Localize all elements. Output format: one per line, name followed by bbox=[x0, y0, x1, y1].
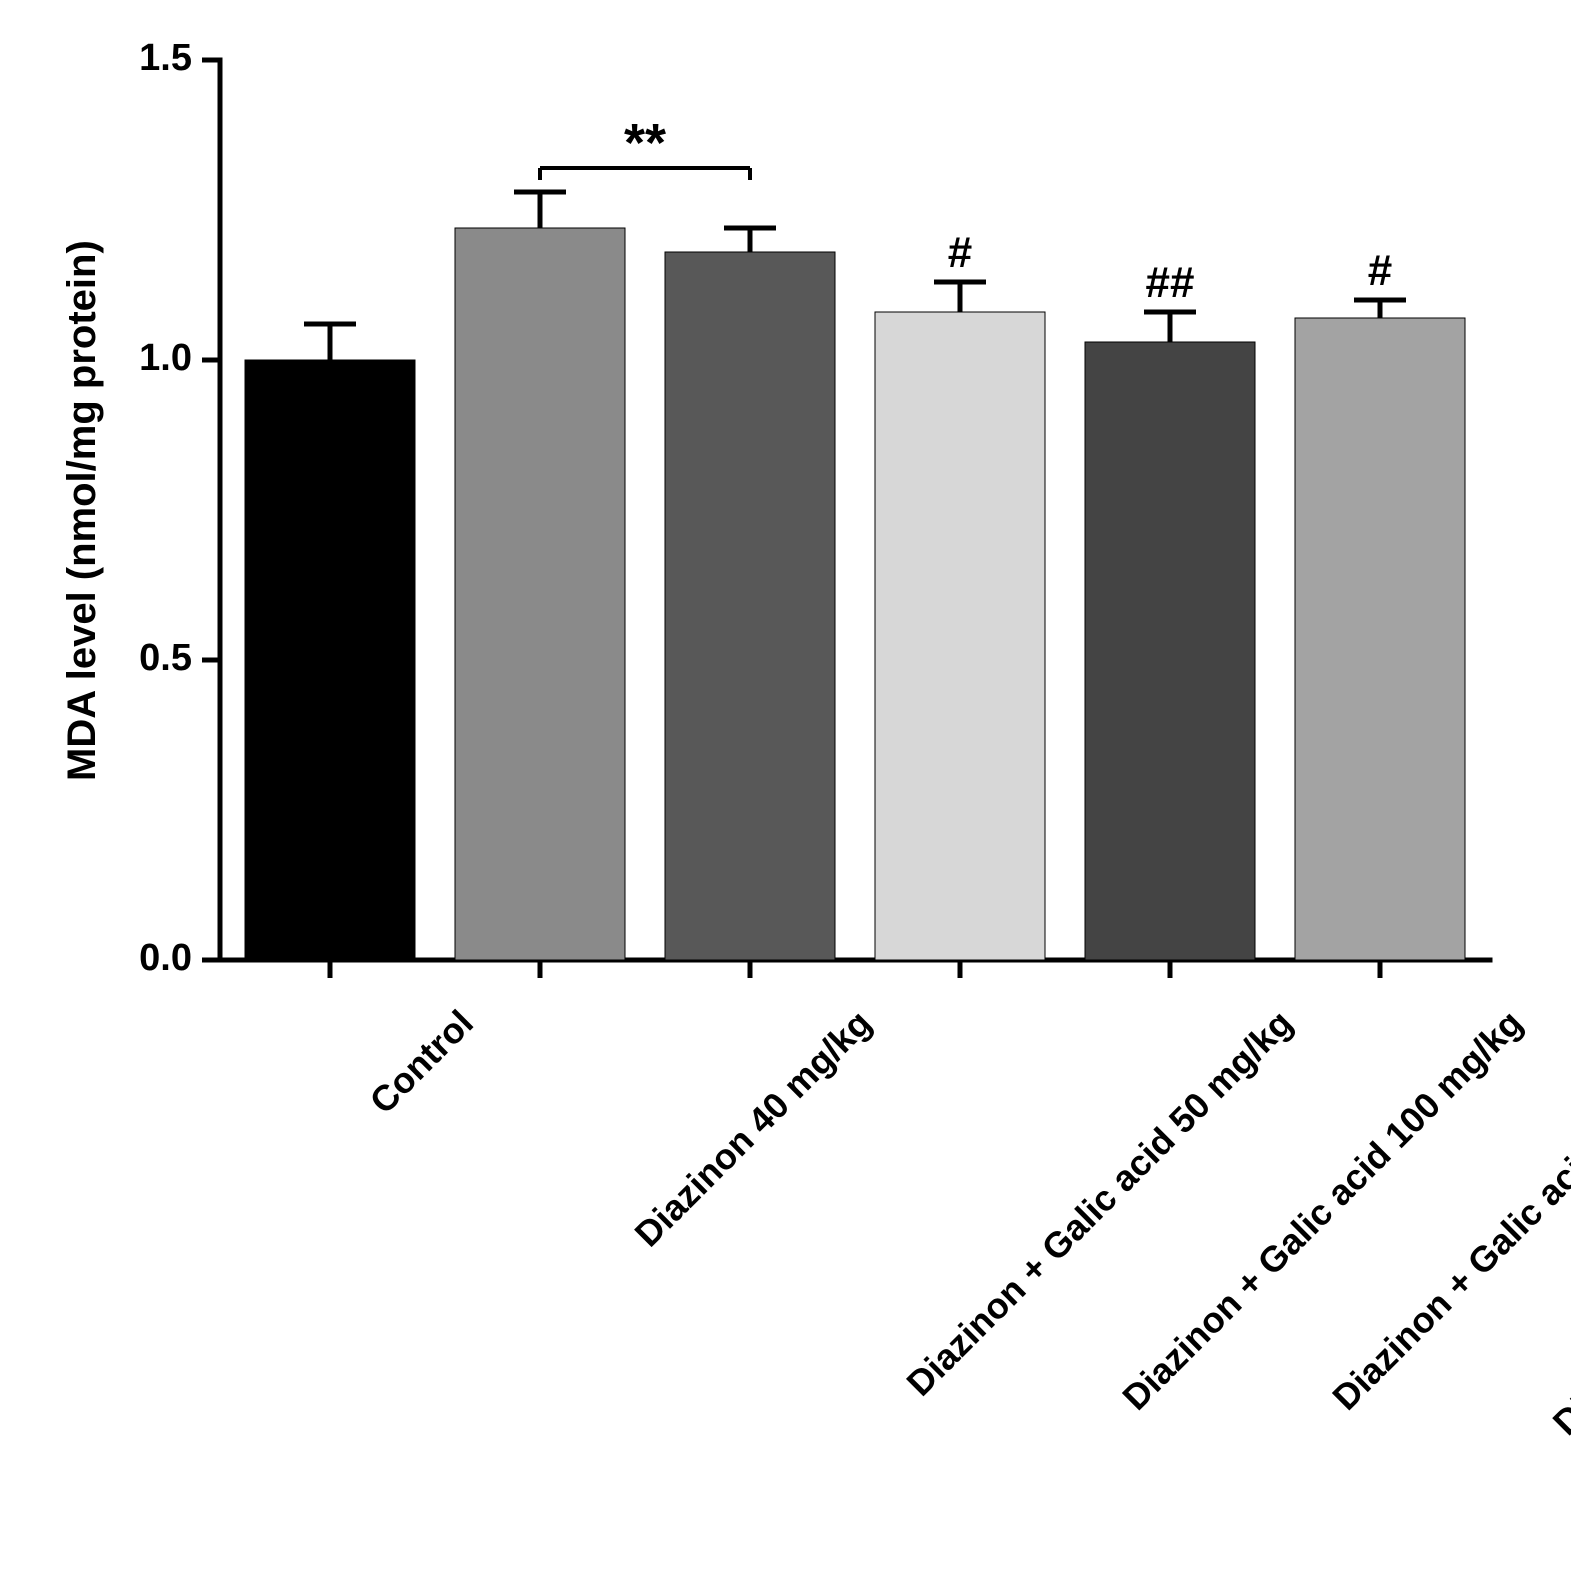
y-tick-label: 0.0 bbox=[139, 937, 192, 980]
bar bbox=[665, 252, 835, 960]
y-axis-label: MDA level (nmol/mg protein) bbox=[60, 240, 105, 781]
significance-bracket-label: ** bbox=[624, 112, 666, 174]
bar bbox=[245, 360, 415, 960]
y-tick-label: 1.5 bbox=[139, 37, 192, 80]
bar bbox=[455, 228, 625, 960]
bar bbox=[875, 312, 1045, 960]
bar bbox=[1085, 342, 1255, 960]
bar bbox=[1295, 318, 1465, 960]
bar-chart-svg bbox=[0, 0, 1571, 1593]
y-tick-label: 0.5 bbox=[139, 637, 192, 680]
y-tick-label: 1.0 bbox=[139, 337, 192, 380]
chart-container: MDA level (nmol/mg protein) 0.0 0.5 1.0 1.5… bbox=[0, 0, 1571, 1593]
significance-label: ## bbox=[1146, 258, 1195, 308]
significance-label: # bbox=[1368, 246, 1392, 296]
significance-label: # bbox=[948, 228, 972, 278]
